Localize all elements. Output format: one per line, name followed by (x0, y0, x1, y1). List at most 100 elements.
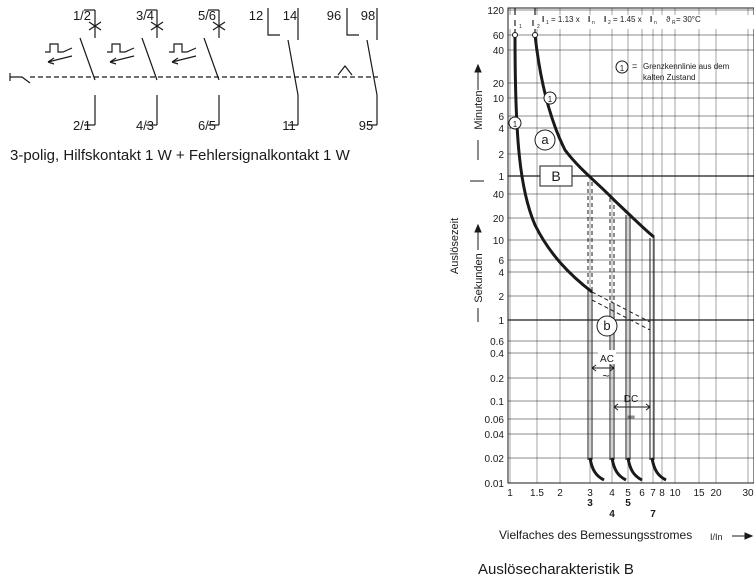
eq2-i: I (604, 15, 606, 24)
legend-marker: 1 (620, 64, 625, 73)
y-axis-arrows (470, 63, 484, 322)
y-tick-seconds: 0.04 (485, 430, 505, 441)
y-tick-minutes: 2 (498, 150, 504, 161)
terminal-bottom-5: 95 (359, 118, 373, 133)
y-tick-minutes: 10 (493, 94, 505, 105)
marker-1-left: 1 (513, 120, 518, 129)
eq1-i: I (542, 15, 544, 24)
trip-curves (513, 8, 667, 482)
terminal-top-2: 3/4 (136, 8, 154, 23)
terminal-bottom-1: 2/1 (73, 118, 91, 133)
i1-symbol: I (514, 19, 516, 28)
y-tick-seconds: 1 (498, 316, 504, 327)
marker-1-right: 1 (548, 95, 553, 104)
y-tick-minutes: 20 (493, 79, 505, 90)
y-axis-title: Auslösezeit (449, 218, 461, 274)
terminal-bottom-2: 4/3 (136, 118, 154, 133)
y-tick-seconds: 0.01 (485, 479, 505, 490)
terminal-top-5: 14 (283, 8, 297, 23)
y-axis-minutes: Minuten (473, 90, 485, 129)
lower-tolerance-curve (513, 34, 593, 294)
y-tick-seconds: 0.06 (485, 415, 505, 426)
eq2-in-sub: n (654, 20, 657, 26)
temp-value: = 30°C (676, 15, 701, 24)
eq2-text: = 1.45 x (613, 15, 642, 24)
region-b-label: b (603, 318, 610, 333)
dc-label: DC (624, 394, 638, 405)
y-tick-seconds: 0.6 (490, 337, 504, 348)
terminal-top-3: 5/6 (198, 8, 216, 23)
temp-subscript: R (672, 20, 676, 26)
y-axis-labels: 12060402010642140201064210.60.40.20.10.0… (485, 6, 505, 490)
x-axis-unit: I/In (710, 532, 723, 542)
eq1-in: I (588, 15, 590, 24)
main-pole-3 (169, 9, 226, 126)
wiring-terminal-labels: 1/2 3/4 5/6 12 14 96 98 2/1 4/3 6/5 11 9… (73, 8, 375, 133)
fault-signal-contact (337, 8, 378, 126)
y-tick-seconds: 6 (498, 256, 504, 267)
main-pole-1 (45, 9, 102, 126)
y-tick-seconds: 20 (493, 214, 505, 225)
x-tick: 5 (625, 488, 631, 499)
x-tick: 7 (650, 488, 656, 499)
eq1-text: = 1.13 x (551, 15, 580, 24)
x-tick: 4 (609, 488, 615, 499)
trip-header: I 1 I 2 I 1 = 1.13 x I n I 2 = 1.45 x I … (509, 15, 754, 30)
terminal-bottom-4: 11 (282, 118, 296, 133)
linkage-start-symbol (9, 73, 31, 84)
y-tick-seconds: 0.02 (485, 454, 505, 465)
wiring-diagram (9, 8, 378, 126)
eq2-i-sub: 2 (608, 20, 611, 26)
x-tick: 1.5 (530, 488, 544, 499)
region-a-label: a (541, 132, 549, 147)
x-tick: 15 (693, 488, 705, 499)
y-tick-seconds: 2 (498, 292, 504, 303)
x-tick: 6 (639, 488, 645, 499)
upper-tolerance-curve (533, 34, 655, 239)
x-axis-labels: 1 1.5 2 3 4 5 6 7 8 10 15 20 30 3 45 7 (507, 488, 754, 520)
x-axis-arrow (732, 532, 754, 540)
y-tick-minutes: 120 (487, 6, 504, 17)
dc-symbol: ═ (626, 412, 635, 423)
x-axis-title: Vielfaches des Bemessungsstromes (499, 528, 692, 542)
terminal-top-7: 98 (361, 8, 375, 23)
x-sub-tick: 7 (650, 509, 656, 520)
y-tick-seconds: 0.1 (490, 397, 504, 408)
x-tick: 3 (587, 488, 593, 499)
terminal-top-6: 96 (327, 8, 341, 23)
i2-subscript: 2 (537, 24, 540, 30)
legend-line-1: Grenzkennlinie aus dem (643, 62, 730, 71)
main-pole-2 (107, 9, 164, 126)
eq2-in: I (650, 15, 652, 24)
legend-line-2: kalten Zustand (643, 73, 695, 82)
y-tick-minutes: 1 (498, 172, 504, 183)
x-sub-tick: 3 (587, 498, 593, 509)
characteristic-box-label: B (551, 168, 560, 184)
i2-symbol: I (532, 19, 534, 28)
y-tick-seconds: 10 (493, 236, 505, 247)
ac-label: AC (600, 354, 614, 365)
curve-caption: Auslösecharakteristik B (478, 561, 634, 578)
eq1-i-sub: 1 (546, 20, 549, 26)
x-sub-tick: 4 (609, 509, 615, 520)
auxiliary-contact (267, 8, 299, 126)
y-tick-seconds: 0.2 (490, 374, 504, 385)
y-tick-seconds: 40 (493, 190, 505, 201)
x-sub-tick: 5 (625, 498, 631, 509)
y-axis-seconds: Sekunden (473, 253, 485, 303)
y-tick-seconds: 0.4 (490, 349, 504, 360)
x-tick: 20 (710, 488, 722, 499)
y-tick-minutes: 6 (498, 112, 504, 123)
i1-subscript: 1 (519, 24, 522, 30)
x-tick: 2 (557, 488, 563, 499)
y-tick-minutes: 4 (498, 124, 504, 135)
terminal-bottom-3: 6/5 (198, 118, 216, 133)
legend-equals: = (632, 61, 637, 71)
y-tick-minutes: 40 (493, 46, 505, 57)
y-tick-seconds: 4 (498, 268, 504, 279)
temp-symbol: ϑ (666, 15, 671, 24)
x-tick: 1 (507, 488, 513, 499)
plot-frame (507, 7, 754, 484)
